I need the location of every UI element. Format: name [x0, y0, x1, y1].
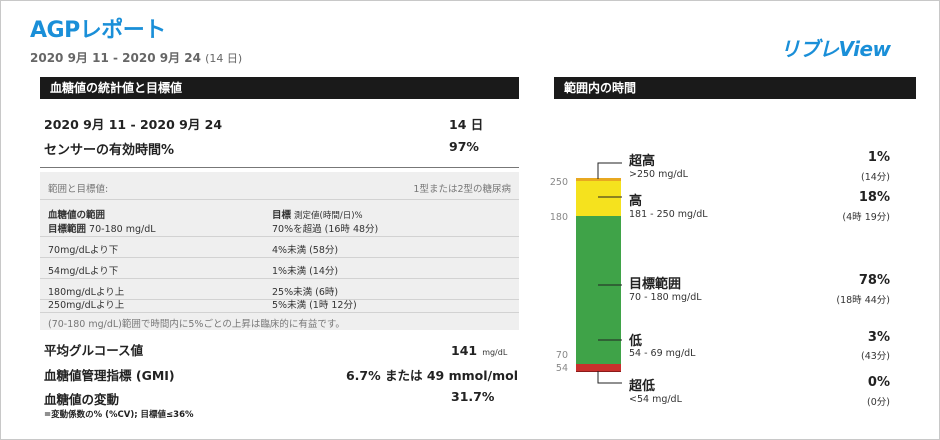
- col-target-title: 目標 測定値(時間/日)%: [272, 207, 363, 221]
- period-value: 14 日: [449, 117, 484, 132]
- sensor-active-label: センサーの有効時間%: [44, 143, 175, 158]
- report-date-range: 2020 9月 11 - 2020 9月 24 (14 日): [30, 49, 242, 66]
- report-title: AGPレポート: [30, 18, 166, 43]
- tir-range-very-low: <54 mg/dL: [629, 394, 682, 405]
- table-row-range: 70mg/dLより下: [48, 245, 119, 256]
- tir-percent-high: 18%: [858, 190, 890, 205]
- date-range-text: 2020 9月 11 - 2020 9月 24: [30, 51, 201, 65]
- table-divider: [40, 278, 519, 279]
- date-range-days: (14 日): [205, 52, 243, 65]
- table-row-target: 5%未満 (1時 12分): [272, 300, 357, 311]
- table-divider: [40, 299, 519, 300]
- gmi-value: 6.7% または 49 mmol/mol: [345, 368, 518, 383]
- table-row-range: 54mg/dLより下: [48, 266, 119, 277]
- col-range-sub: 目標範囲 70-180 mg/dL: [48, 221, 156, 235]
- stats-divider: [40, 167, 519, 168]
- table-row-target: 1%未満 (14分): [272, 266, 339, 277]
- tir-label-very-low: 超低: [629, 379, 656, 394]
- col-target-title-main: 目標: [272, 210, 292, 221]
- target-range-label: 目標範囲: [48, 224, 87, 235]
- axis-tick-70: 70: [555, 350, 568, 361]
- table-divider: [40, 236, 519, 237]
- avg-glucose-unit: mg/dL: [482, 348, 508, 357]
- glucose-variability-label: 血糖値の変動: [44, 392, 120, 407]
- table-divider: [40, 312, 519, 313]
- targets-header-right: 1型または2型の糖尿病: [413, 184, 511, 195]
- tir-range-very-high: >250 mg/dL: [629, 169, 688, 180]
- gmi-label: 血糖値管理指標 (GMI): [44, 368, 175, 383]
- tir-range-target: 70 - 180 mg/dL: [629, 292, 702, 303]
- table-divider: [40, 257, 519, 258]
- tir-percent-low: 3%: [867, 330, 890, 345]
- tir-time-very-low: (0分): [867, 397, 890, 408]
- tir-section-header: 範囲内の時間: [554, 77, 916, 99]
- tir-label-low: 低: [629, 334, 643, 349]
- brand-logo: リブレView: [780, 37, 891, 61]
- table-row-range: 250mg/dLより上: [48, 300, 125, 311]
- tir-label-very-high: 超高: [629, 154, 656, 169]
- tir-percent-very-high: 1%: [867, 150, 890, 165]
- targets-table: 範囲と目標値: 1型または2型の糖尿病 血糖値の範囲 目標範囲 70-180 m…: [40, 172, 519, 330]
- tir-label-target: 目標範囲: [629, 277, 682, 292]
- variability-note: =変動係数の% (%CV); 目標値≤36%: [44, 410, 194, 420]
- table-divider: [40, 199, 519, 200]
- tir-label-high: 高: [629, 194, 643, 209]
- tir-percent-target: 78%: [858, 273, 890, 288]
- period-label: 2020 9月 11 - 2020 9月 24: [44, 117, 223, 132]
- tir-range-low: 54 - 69 mg/dL: [629, 348, 696, 359]
- tir-time-target: (18時 44分): [836, 295, 890, 306]
- axis-tick-54: 54: [555, 363, 568, 374]
- tir-segment-low: [576, 364, 621, 371]
- glucose-variability-value: 31.7%: [451, 389, 495, 404]
- table-row-range: 180mg/dLより上: [48, 287, 125, 298]
- tir-range-high: 181 - 250 mg/dL: [629, 209, 708, 220]
- tir-time-very-high: (14分): [860, 172, 890, 183]
- sensor-active-value: 97%: [449, 139, 479, 154]
- table-row-target: 4%未満 (58分): [272, 245, 339, 256]
- stats-section-header: 血糖値の統計値と目標値: [40, 77, 519, 99]
- tir-time-high: (4時 19分): [842, 212, 890, 223]
- tir-percent-very-low: 0%: [867, 375, 890, 390]
- target-range-value: 70-180 mg/dL: [89, 224, 156, 235]
- col-target-sub: 70%を超過 (16時 48分): [272, 224, 379, 235]
- table-row-target: 25%未満 (6時): [272, 287, 339, 298]
- tir-time-low: (43分): [860, 351, 890, 362]
- connector-very-low: [597, 371, 622, 384]
- col-range-title: 血糖値の範囲: [48, 210, 106, 221]
- targets-header-left: 範囲と目標値:: [48, 184, 109, 195]
- axis-tick-180: 180: [549, 212, 568, 223]
- avg-glucose-label: 平均グルコース値: [44, 343, 144, 358]
- targets-footnote: (70-180 mg/dL)範囲で時間内に5%ごとの上昇は臨床的に有益です。: [48, 319, 345, 330]
- connector-very-high: [597, 162, 622, 179]
- tir-segment-high: [576, 180, 621, 216]
- avg-glucose-number: 141: [451, 343, 478, 358]
- col-target-title-sub: 測定値(時間/日)%: [294, 211, 363, 221]
- tir-segment-very-high: [576, 178, 621, 181]
- avg-glucose-value: 141 mg/dL: [451, 340, 507, 359]
- axis-tick-250: 250: [549, 177, 568, 188]
